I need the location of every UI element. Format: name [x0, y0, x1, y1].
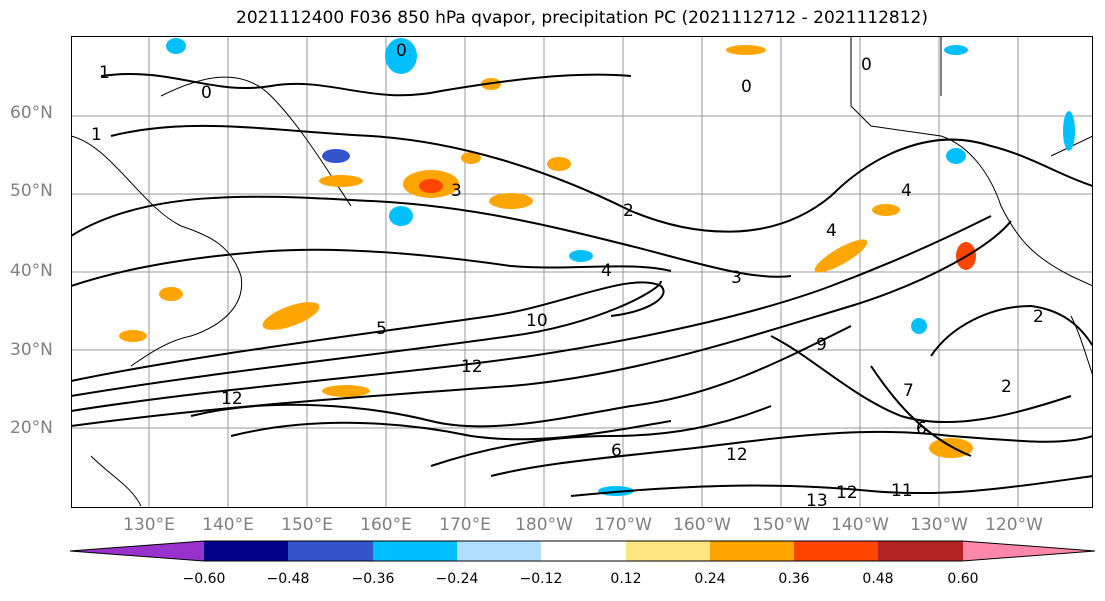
colorbar-tick-label: 0.36	[778, 571, 810, 587]
colorbar-tick-label: 0.60	[947, 571, 979, 587]
lon-label: 130°E	[123, 515, 175, 535]
contour-label: 3	[451, 181, 462, 201]
contour-label: 4	[826, 221, 837, 241]
colorbar-segment	[204, 541, 288, 561]
colorbar-segment	[288, 541, 373, 561]
lat-label-50n: 50°N	[10, 181, 53, 201]
figure-title: 2021112400 F036 850 hPa qvapor, precipit…	[236, 8, 928, 28]
contour-label: 12	[221, 389, 243, 409]
lat-label-60n: 60°N	[10, 103, 53, 123]
lon-label: 170°E	[439, 515, 491, 535]
colorbar-segment	[963, 541, 1095, 561]
contour-label: 12	[461, 357, 483, 377]
lon-label: 120°W	[985, 515, 1043, 535]
lon-label: 160°W	[673, 515, 731, 535]
lon-label: 150°E	[281, 515, 333, 535]
colorbar-segment	[457, 541, 541, 561]
contour-label: 1	[91, 125, 102, 145]
colorbar-tick-label: 0.48	[862, 571, 894, 587]
contour-label: 6	[611, 441, 622, 461]
colorbar-tick-label: 0.24	[694, 571, 726, 587]
contour-label: 4	[901, 181, 912, 201]
contour-label: 9	[816, 335, 827, 355]
contour-label: 4	[601, 261, 612, 281]
contour-label: 13	[806, 491, 828, 508]
contour-label: 2	[623, 201, 634, 221]
contour-labels: 1 0 1 0 0 0 2 3 4 4 3 5 10 12 12 9 7 6 1…	[91, 41, 1044, 508]
contour-label: 12	[726, 445, 748, 465]
colorbar-tick-label: −0.36	[351, 571, 395, 587]
colorbar-segment	[794, 541, 878, 561]
lat-label-40n: 40°N	[10, 261, 53, 281]
lon-label: 150°W	[752, 515, 810, 535]
contour-label: 3	[731, 268, 742, 288]
lon-label: 160°E	[360, 515, 412, 535]
lon-label: 140°E	[202, 515, 254, 535]
colorbar-tick-label: −0.12	[519, 571, 563, 587]
colorbar-tick-label: 0.12	[610, 571, 642, 587]
lon-label: 180°W	[515, 515, 573, 535]
colorbar-segment	[373, 541, 457, 561]
colorbar-outline	[70, 540, 1096, 562]
contour-label: 2	[1001, 377, 1012, 397]
map-frame	[71, 36, 1093, 508]
colorbar	[70, 540, 1096, 562]
contour-label: 5	[376, 319, 387, 339]
contour-label: 0	[861, 55, 872, 75]
shaded-field	[119, 38, 1075, 496]
colorbar-tick-label: −0.60	[182, 571, 226, 587]
colorbar-segment	[710, 541, 794, 561]
lat-label-20n: 20°N	[10, 418, 53, 438]
contour-label: 2	[1033, 307, 1044, 327]
colorbar-segment	[541, 541, 626, 561]
contour-label: 0	[201, 83, 212, 103]
contour-label: 6	[916, 419, 927, 439]
map-panel: 1 0 1 0 0 0 2 3 4 4 3 5 10 12 12 9 7 6 1…	[71, 36, 1093, 508]
contour-label: 1	[99, 63, 110, 83]
contour-label: 7	[903, 381, 914, 401]
colorbar-segment	[626, 541, 710, 561]
contour-label: 0	[396, 41, 407, 61]
contour-lines	[71, 72, 1093, 497]
lon-label: 170°W	[594, 515, 652, 535]
contour-label: 10	[526, 311, 548, 331]
lon-label: 140°W	[831, 515, 889, 535]
lon-label: 130°W	[910, 515, 968, 535]
lat-label-30n: 30°N	[10, 340, 53, 360]
graticule	[71, 36, 1093, 508]
contour-label: 12	[836, 483, 858, 503]
colorbar-tick-label: −0.24	[435, 571, 479, 587]
colorbar-tick-label: −0.48	[266, 571, 310, 587]
contour-label: 0	[741, 77, 752, 97]
contour-label: 11	[891, 481, 913, 501]
colorbar-segment	[878, 541, 963, 561]
colorbar-segment	[70, 541, 204, 561]
